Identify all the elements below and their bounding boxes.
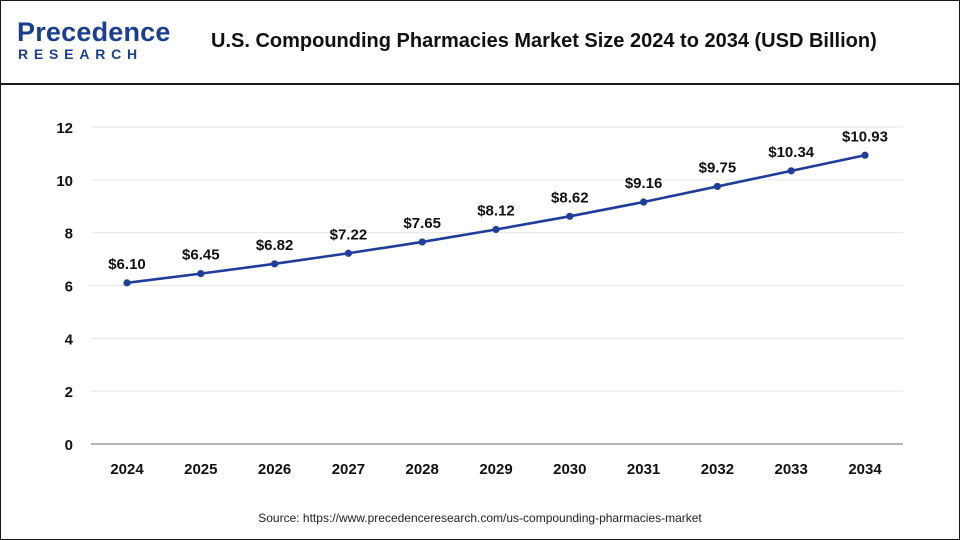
data-point [197, 270, 205, 278]
data-label: $6.82 [256, 237, 294, 254]
line-chart: 0 2 4 6 8 10 12 2024 2025 2026 2027 2028 2029 2030 203… [56, 120, 903, 478]
y-tick-label: 6 [65, 279, 73, 296]
data-point [787, 167, 795, 175]
data-label: $6.45 [182, 247, 220, 264]
data-label: $7.22 [330, 226, 368, 243]
logo-subtitle: RESEARCH [18, 46, 143, 62]
y-tick-label: 12 [56, 120, 73, 137]
data-label-layer: $6.10 $6.45 $6.82 $7.22 $7.65 $8.12 $8.62 $9.16… [108, 128, 888, 273]
x-tick-label: 2024 [110, 461, 144, 478]
chart-title: U.S. Compounding Pharmacies Market Size … [211, 30, 877, 52]
data-point [123, 279, 131, 287]
y-tick-label: 4 [65, 331, 74, 348]
x-tick-label: 2031 [627, 461, 660, 478]
data-label: $8.62 [551, 189, 589, 206]
x-tick-label: 2029 [479, 461, 512, 478]
y-tick-label: 8 [65, 226, 73, 243]
x-tick-label: 2033 [775, 461, 808, 478]
grid-layer [91, 126, 903, 392]
logo-wordmark: Precedence [17, 17, 171, 47]
brand-logo: Precedence RESEARCH [17, 17, 170, 67]
data-point [861, 151, 869, 159]
data-point [418, 238, 426, 246]
source-note: Source: https://www.precedenceresearch.c… [258, 511, 702, 525]
data-label: $8.12 [477, 202, 515, 219]
header: Precedence RESEARCH U.S. Compounding Pha… [1, 1, 959, 85]
x-tick-label: 2026 [258, 461, 291, 478]
data-point [492, 225, 500, 234]
x-tick-label: 2030 [553, 461, 586, 478]
data-point [344, 249, 352, 257]
data-label: $10.34 [768, 144, 815, 161]
data-point [271, 260, 279, 268]
y-tick-label: 0 [65, 437, 73, 454]
x-tick-label: 2034 [848, 461, 882, 478]
x-tick-label: 2028 [406, 461, 439, 478]
data-point [713, 182, 722, 191]
data-label: $9.16 [625, 175, 663, 192]
x-tick-label: 2027 [332, 461, 365, 478]
data-point [566, 212, 574, 220]
x-tick-label: 2025 [184, 461, 217, 478]
data-label: $6.10 [108, 256, 146, 273]
data-label: $9.75 [699, 159, 737, 176]
data-label: $10.93 [842, 128, 888, 145]
data-label: $7.65 [403, 215, 441, 232]
x-tick-label: 2032 [701, 461, 734, 478]
data-point [640, 198, 648, 206]
y-tick-label: 2 [65, 384, 73, 401]
axis-layer: 0 2 4 6 8 10 12 2024 2025 2026 2027 2028 2029 2030 203… [56, 120, 903, 478]
series-layer [123, 151, 869, 287]
y-tick-label: 10 [56, 173, 73, 190]
